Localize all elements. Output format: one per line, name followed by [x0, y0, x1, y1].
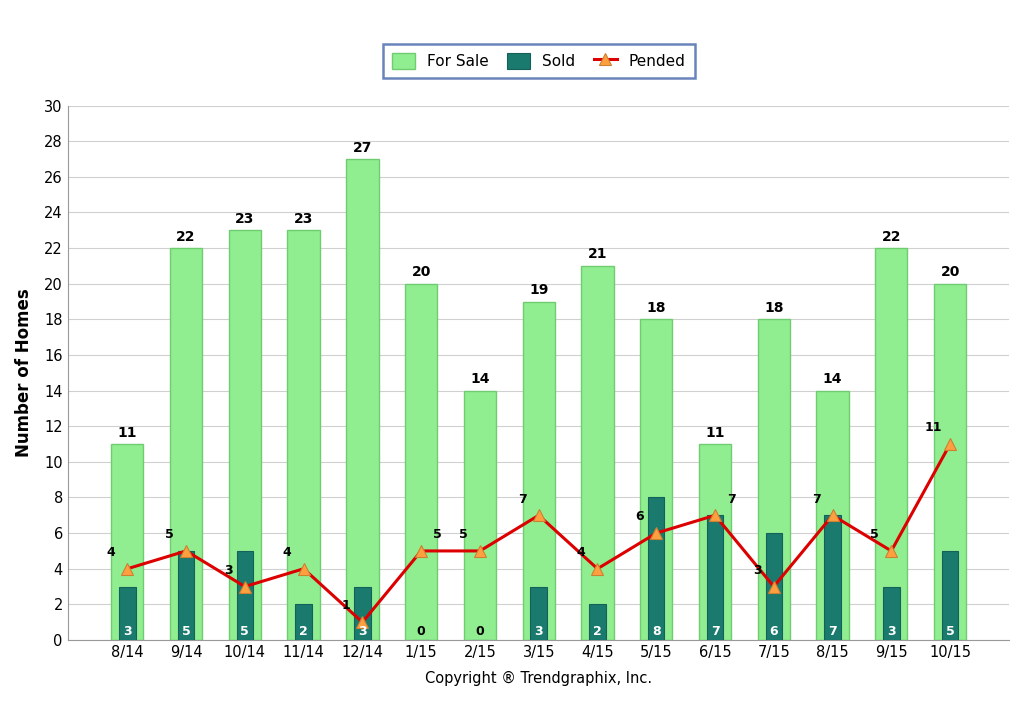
Text: 0: 0: [417, 625, 426, 638]
Bar: [295, 604, 312, 640]
Text: 20: 20: [940, 265, 959, 279]
Bar: [464, 390, 496, 640]
Pended: [709, 511, 721, 519]
Text: 3: 3: [535, 625, 543, 638]
Pended: [591, 564, 603, 573]
Text: 21: 21: [588, 247, 607, 261]
Pended: [650, 529, 663, 538]
Text: 18: 18: [646, 301, 666, 315]
Text: 5: 5: [870, 528, 880, 541]
Pended: [532, 511, 545, 519]
Y-axis label: Number of Homes: Number of Homes: [15, 288, 33, 457]
Text: 14: 14: [470, 372, 489, 386]
Bar: [640, 320, 673, 640]
Text: 5: 5: [165, 528, 174, 541]
Text: 22: 22: [882, 230, 901, 244]
Text: 7: 7: [812, 493, 820, 505]
Bar: [228, 230, 261, 640]
Text: 22: 22: [176, 230, 196, 244]
Bar: [406, 284, 437, 640]
Pended: [415, 547, 427, 555]
Text: 6: 6: [636, 510, 644, 524]
Bar: [178, 551, 195, 640]
Bar: [876, 248, 907, 640]
Text: 27: 27: [352, 141, 372, 154]
Text: 4: 4: [577, 546, 586, 559]
Bar: [119, 587, 135, 640]
Bar: [589, 604, 606, 640]
Text: 3: 3: [358, 625, 367, 638]
Bar: [170, 248, 203, 640]
Text: 5: 5: [459, 528, 468, 541]
Text: 11: 11: [706, 426, 725, 440]
Bar: [824, 515, 841, 640]
Text: 5: 5: [241, 625, 249, 638]
Bar: [934, 284, 967, 640]
Line: Pended: Pended: [122, 439, 955, 628]
Bar: [112, 444, 143, 640]
Bar: [758, 320, 790, 640]
Text: 3: 3: [887, 625, 896, 638]
Pended: [180, 547, 193, 555]
Text: 7: 7: [518, 493, 526, 505]
Pended: [356, 618, 369, 627]
Bar: [354, 587, 371, 640]
Bar: [766, 533, 782, 640]
Text: 11: 11: [925, 421, 942, 434]
Pended: [474, 547, 486, 555]
Text: 3: 3: [753, 564, 762, 577]
Bar: [883, 587, 899, 640]
Bar: [530, 587, 547, 640]
Pended: [121, 564, 133, 573]
Text: 5: 5: [946, 625, 954, 638]
Text: 11: 11: [118, 426, 137, 440]
Pended: [944, 440, 956, 448]
Text: 7: 7: [828, 625, 837, 638]
Text: 6: 6: [769, 625, 778, 638]
Text: 3: 3: [224, 564, 232, 577]
Bar: [522, 301, 555, 640]
Text: 5: 5: [181, 625, 190, 638]
Legend: For Sale, Sold, Pended: For Sale, Sold, Pended: [383, 43, 695, 78]
Bar: [288, 230, 319, 640]
Text: 1: 1: [342, 599, 350, 613]
Bar: [707, 515, 723, 640]
Pended: [239, 583, 251, 591]
Pended: [885, 547, 897, 555]
X-axis label: Copyright ® Trendgraphix, Inc.: Copyright ® Trendgraphix, Inc.: [425, 671, 652, 686]
Text: 7: 7: [711, 625, 720, 638]
Text: 18: 18: [764, 301, 783, 315]
Text: 14: 14: [823, 372, 843, 386]
Bar: [582, 266, 613, 640]
Bar: [237, 551, 253, 640]
Text: 4: 4: [283, 546, 292, 559]
Bar: [346, 159, 379, 640]
Bar: [942, 551, 958, 640]
Text: 5: 5: [433, 528, 442, 541]
Text: 20: 20: [412, 265, 431, 279]
Text: 2: 2: [593, 625, 602, 638]
Text: 23: 23: [236, 212, 255, 226]
Bar: [648, 498, 665, 640]
Text: 4: 4: [106, 546, 116, 559]
Text: 8: 8: [652, 625, 660, 638]
Pended: [298, 564, 310, 573]
Text: 19: 19: [529, 283, 549, 297]
Pended: [826, 511, 839, 519]
Pended: [768, 583, 780, 591]
Text: 7: 7: [727, 493, 736, 505]
Text: 23: 23: [294, 212, 313, 226]
Text: 3: 3: [123, 625, 132, 638]
Bar: [698, 444, 731, 640]
Text: 2: 2: [299, 625, 308, 638]
Text: 0: 0: [475, 625, 484, 638]
Bar: [816, 390, 849, 640]
